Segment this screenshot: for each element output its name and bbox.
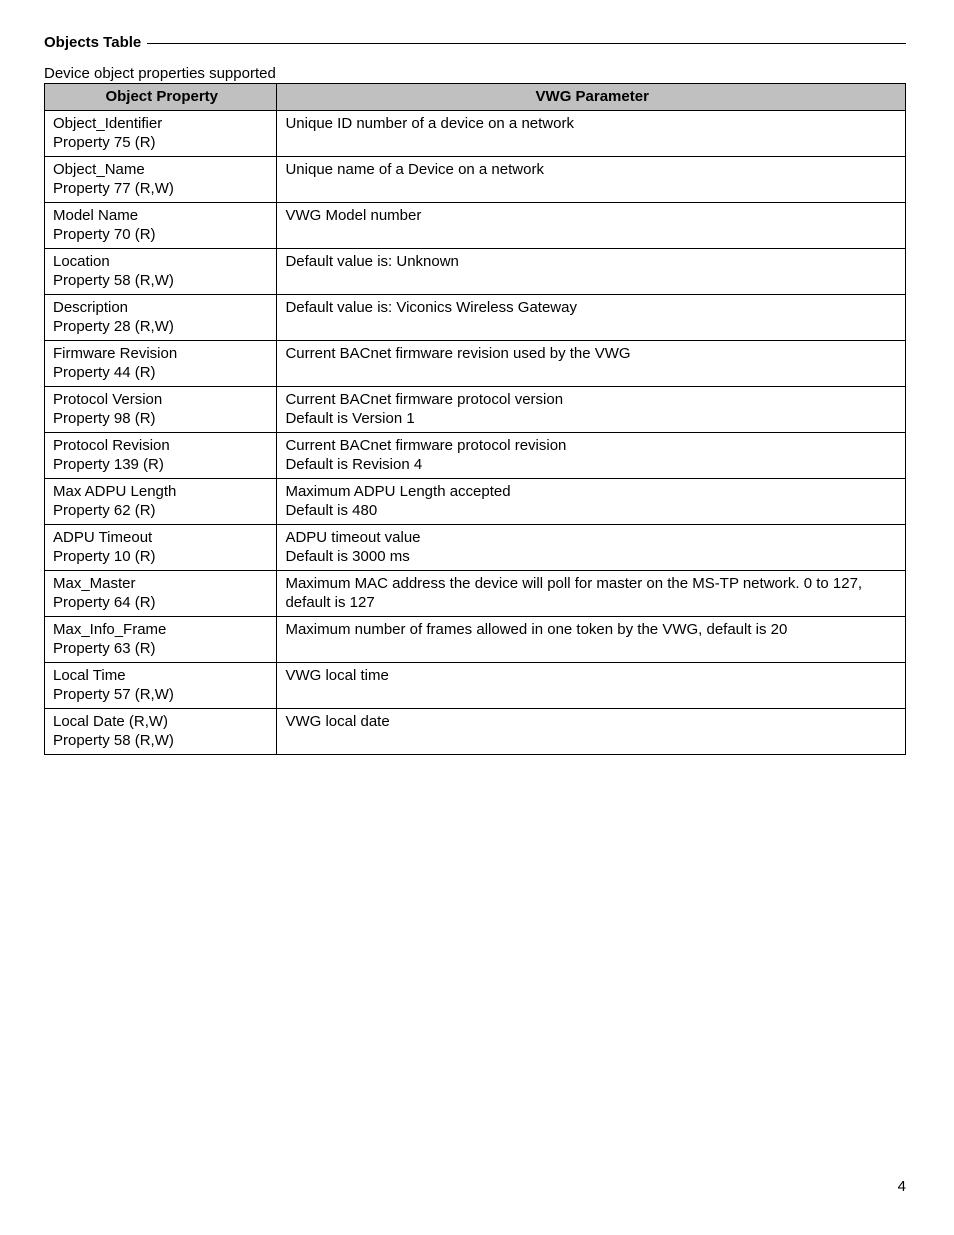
- cell-text-line: Default value is: Unknown: [285, 252, 899, 272]
- cell-vwg-parameter: Maximum ADPU Length acceptedDefault is 4…: [277, 478, 906, 524]
- cell-object-property: Local TimeProperty 57 (R,W): [45, 662, 277, 708]
- cell-text-line: Maximum MAC address the device will poll…: [285, 574, 899, 613]
- table-row: Max ADPU LengthProperty 62 (R)Maximum AD…: [45, 478, 906, 524]
- table-body: Object_IdentifierProperty 75 (R) Unique I…: [45, 110, 906, 754]
- cell-vwg-parameter: Maximum MAC address the device will poll…: [277, 570, 906, 616]
- cell-text-line: Model Name: [53, 206, 270, 226]
- cell-text-line: Property 64 (R): [53, 593, 270, 613]
- cell-text-line: Property 28 (R,W): [53, 317, 270, 337]
- table-row: Local TimeProperty 57 (R,W) VWG local tim…: [45, 662, 906, 708]
- table-header-row: Object Property VWG Parameter: [45, 84, 906, 111]
- cell-text-line: Property 58 (R,W): [53, 731, 270, 751]
- cell-text-line: Object_Name: [53, 160, 270, 180]
- page-number: 4: [898, 1178, 906, 1195]
- table-row: Model NameProperty 70 (R) VWG Model numbe…: [45, 202, 906, 248]
- cell-text-line: ADPU Timeout: [53, 528, 270, 548]
- cell-text-line: Max ADPU Length: [53, 482, 270, 502]
- cell-object-property: LocationProperty 58 (R,W): [45, 248, 277, 294]
- cell-text-line: Property 70 (R): [53, 225, 270, 245]
- cell-object-property: Object_NameProperty 77 (R,W): [45, 156, 277, 202]
- cell-object-property: Max_MasterProperty 64 (R): [45, 570, 277, 616]
- cell-text-line: ADPU timeout value: [285, 528, 899, 548]
- cell-text-line: Max_Info_Frame: [53, 620, 270, 640]
- cell-text-line: Location: [53, 252, 270, 272]
- section-title-text: Objects Table: [44, 34, 147, 51]
- cell-object-property: Local Date (R,W)Property 58 (R,W): [45, 708, 277, 754]
- cell-object-property: Object_IdentifierProperty 75 (R): [45, 110, 277, 156]
- cell-object-property: Firmware RevisionProperty 44 (R): [45, 340, 277, 386]
- table-row: DescriptionProperty 28 (R,W) Default valu…: [45, 294, 906, 340]
- cell-text-line: Property 98 (R): [53, 409, 270, 429]
- cell-text-line: Property 10 (R): [53, 547, 270, 567]
- cell-text-line: Property 57 (R,W): [53, 685, 270, 705]
- table-row: Local Date (R,W)Property 58 (R,W) VWG loc…: [45, 708, 906, 754]
- cell-object-property: DescriptionProperty 28 (R,W): [45, 294, 277, 340]
- cell-text-line: Default value is: Viconics Wireless Gate…: [285, 298, 899, 318]
- cell-vwg-parameter: VWG local date: [277, 708, 906, 754]
- cell-vwg-parameter: Unique name of a Device on a network: [277, 156, 906, 202]
- cell-text-line: Maximum ADPU Length accepted: [285, 482, 899, 502]
- table-caption: Device object properties supported: [44, 65, 906, 82]
- section-title-rule: [147, 43, 906, 44]
- col-header-object-property: Object Property: [45, 84, 277, 111]
- cell-text-line: Property 63 (R): [53, 639, 270, 659]
- cell-text-line: Property 62 (R): [53, 501, 270, 521]
- document-page: Objects Table Device object properties s…: [0, 0, 954, 1235]
- cell-vwg-parameter: Current BACnet firmware revision used by…: [277, 340, 906, 386]
- cell-vwg-parameter: Default value is: Unknown: [277, 248, 906, 294]
- cell-text-line: Local Date (R,W): [53, 712, 270, 732]
- cell-vwg-parameter: Current BACnet firmware protocol revisio…: [277, 432, 906, 478]
- table-row: Firmware RevisionProperty 44 (R) Current …: [45, 340, 906, 386]
- table-row: Protocol RevisionProperty 139 (R) Current…: [45, 432, 906, 478]
- cell-text-line: Unique name of a Device on a network: [285, 160, 899, 180]
- cell-text-line: VWG local time: [285, 666, 899, 686]
- cell-text-line: Default is Revision 4: [285, 455, 899, 475]
- table-row: Object_IdentifierProperty 75 (R) Unique I…: [45, 110, 906, 156]
- table-row: Protocol VersionProperty 98 (R)Current B…: [45, 386, 906, 432]
- cell-text-line: Property 75 (R): [53, 133, 270, 153]
- cell-object-property: Max_Info_FrameProperty 63 (R): [45, 616, 277, 662]
- cell-vwg-parameter: Maximum number of frames allowed in one …: [277, 616, 906, 662]
- table-row: Object_NameProperty 77 (R,W) Unique name …: [45, 156, 906, 202]
- cell-vwg-parameter: ADPU timeout valueDefault is 3000 ms: [277, 524, 906, 570]
- cell-text-line: Property 44 (R): [53, 363, 270, 383]
- cell-object-property: Protocol VersionProperty 98 (R): [45, 386, 277, 432]
- cell-text-line: Object_Identifier: [53, 114, 270, 134]
- cell-vwg-parameter: Unique ID number of a device on a networ…: [277, 110, 906, 156]
- cell-text-line: Current BACnet firmware revision used by…: [285, 344, 899, 364]
- cell-text-line: Protocol Version: [53, 390, 270, 410]
- cell-text-line: VWG local date: [285, 712, 899, 732]
- properties-table: Object Property VWG Parameter Object_Ide…: [44, 83, 906, 755]
- cell-text-line: Default is 480: [285, 501, 899, 521]
- table-row: LocationProperty 58 (R,W) Default value i…: [45, 248, 906, 294]
- cell-text-line: Maximum number of frames allowed in one …: [285, 620, 899, 640]
- cell-object-property: ADPU TimeoutProperty 10 (R): [45, 524, 277, 570]
- cell-text-line: Default is 3000 ms: [285, 547, 899, 567]
- cell-text-line: Description: [53, 298, 270, 318]
- cell-vwg-parameter: VWG Model number: [277, 202, 906, 248]
- cell-object-property: Model NameProperty 70 (R): [45, 202, 277, 248]
- cell-text-line: Default is Version 1: [285, 409, 899, 429]
- cell-object-property: Protocol RevisionProperty 139 (R): [45, 432, 277, 478]
- cell-text-line: Property 58 (R,W): [53, 271, 270, 291]
- cell-object-property: Max ADPU LengthProperty 62 (R): [45, 478, 277, 524]
- table-row: Max_MasterProperty 64 (R)Maximum MAC add…: [45, 570, 906, 616]
- cell-text-line: Current BACnet firmware protocol version: [285, 390, 899, 410]
- section-heading: Objects Table: [44, 34, 906, 51]
- cell-text-line: Protocol Revision: [53, 436, 270, 456]
- cell-vwg-parameter: VWG local time: [277, 662, 906, 708]
- cell-text-line: Max_Master: [53, 574, 270, 594]
- cell-text-line: VWG Model number: [285, 206, 899, 226]
- cell-text-line: Local Time: [53, 666, 270, 686]
- cell-vwg-parameter: Default value is: Viconics Wireless Gate…: [277, 294, 906, 340]
- col-header-vwg-parameter: VWG Parameter: [277, 84, 906, 111]
- cell-text-line: Current BACnet firmware protocol revisio…: [285, 436, 899, 456]
- cell-text-line: Firmware Revision: [53, 344, 270, 364]
- cell-text-line: Unique ID number of a device on a networ…: [285, 114, 899, 134]
- cell-text-line: Property 139 (R): [53, 455, 270, 475]
- table-row: Max_Info_FrameProperty 63 (R) Maximum num…: [45, 616, 906, 662]
- cell-text-line: Property 77 (R,W): [53, 179, 270, 199]
- table-row: ADPU TimeoutProperty 10 (R)ADPU timeout …: [45, 524, 906, 570]
- cell-vwg-parameter: Current BACnet firmware protocol version…: [277, 386, 906, 432]
